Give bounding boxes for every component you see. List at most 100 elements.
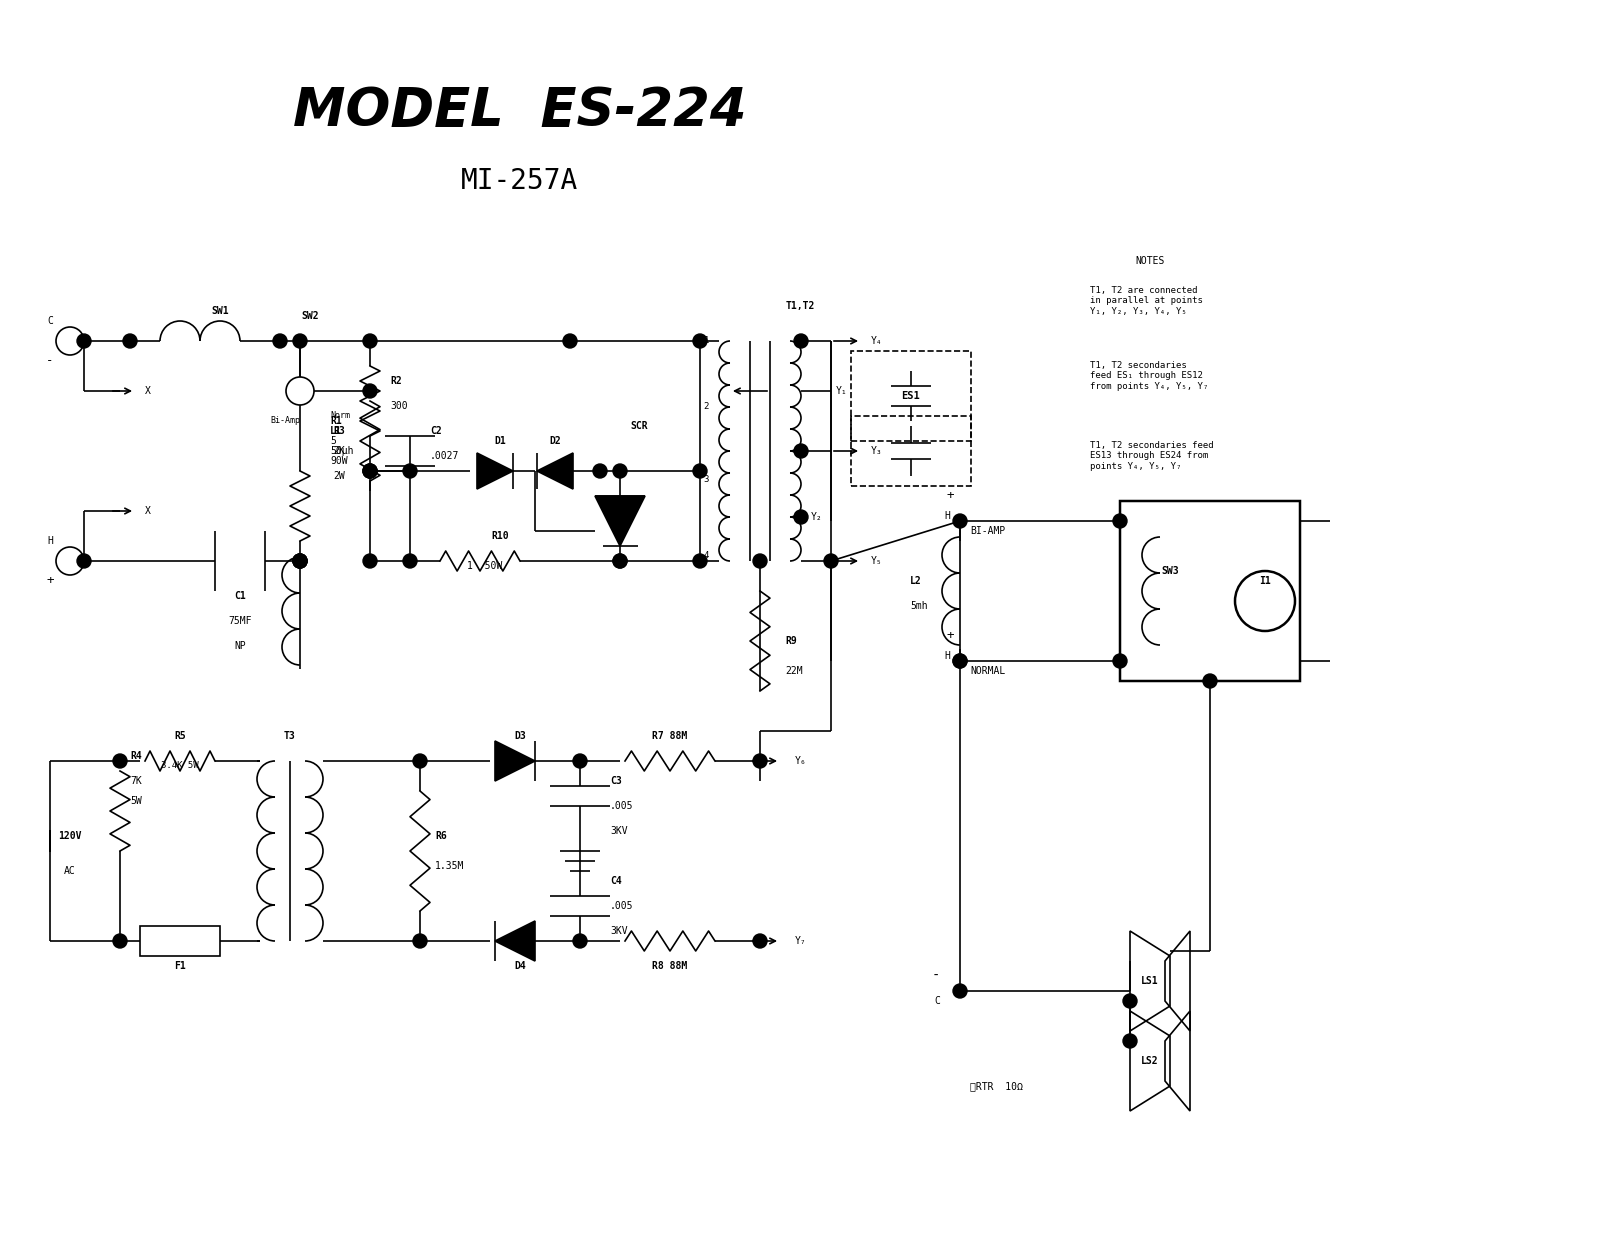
Circle shape — [1123, 994, 1138, 1008]
Text: Y₇: Y₇ — [795, 936, 806, 946]
Circle shape — [286, 377, 314, 405]
Text: 2K: 2K — [333, 446, 346, 455]
Text: Y₃: Y₃ — [870, 446, 883, 455]
Text: Bi-Amp: Bi-Amp — [270, 417, 301, 426]
Circle shape — [594, 464, 606, 478]
Bar — [141, 926, 221, 956]
Text: R2: R2 — [390, 376, 402, 386]
Circle shape — [1114, 654, 1126, 668]
Text: 3KV: 3KV — [610, 827, 627, 836]
Text: L1: L1 — [330, 426, 342, 436]
Text: 75MF: 75MF — [229, 616, 251, 625]
Text: MODEL  ES-224: MODEL ES-224 — [293, 84, 747, 137]
Text: SW1: SW1 — [211, 307, 229, 316]
Circle shape — [794, 510, 808, 524]
Text: R4: R4 — [130, 751, 142, 761]
Circle shape — [293, 553, 307, 568]
Circle shape — [77, 334, 91, 347]
Bar — [1120, 501, 1299, 681]
Text: ③RTR  10Ω: ③RTR 10Ω — [970, 1081, 1022, 1091]
Text: C2: C2 — [430, 426, 442, 436]
Circle shape — [413, 934, 427, 948]
Bar — [851, 416, 971, 486]
Text: 1  50W: 1 50W — [467, 561, 502, 571]
Text: SCR: SCR — [630, 421, 648, 431]
Circle shape — [403, 464, 418, 478]
Text: BI-AMP: BI-AMP — [970, 526, 1005, 536]
Text: 2W: 2W — [333, 472, 346, 482]
Circle shape — [754, 553, 766, 568]
Circle shape — [363, 334, 378, 347]
Text: D2: D2 — [549, 436, 562, 446]
Text: D4: D4 — [514, 961, 526, 970]
Text: C1: C1 — [234, 591, 246, 601]
Circle shape — [363, 464, 378, 478]
Text: T1, T2 are connected
in parallel at points
Y₁, Y₂, Y₃, Y₄, Y₅: T1, T2 are connected in parallel at poin… — [1090, 285, 1203, 315]
Text: R7 88M: R7 88M — [653, 731, 688, 741]
Text: .005: .005 — [610, 800, 634, 812]
Polygon shape — [477, 453, 514, 489]
Text: I1: I1 — [1259, 576, 1270, 586]
Text: NP: NP — [234, 642, 246, 652]
Text: Y₅: Y₅ — [870, 556, 883, 566]
Circle shape — [363, 553, 378, 568]
Circle shape — [293, 553, 307, 568]
Text: D3: D3 — [514, 731, 526, 741]
Text: MI-257A: MI-257A — [461, 168, 579, 195]
Text: 22M: 22M — [786, 666, 803, 676]
Circle shape — [693, 464, 707, 478]
Circle shape — [123, 334, 138, 347]
Circle shape — [413, 755, 427, 768]
Circle shape — [403, 553, 418, 568]
Circle shape — [954, 654, 966, 668]
Text: 1: 1 — [704, 336, 709, 345]
Text: ES1: ES1 — [902, 391, 920, 401]
Polygon shape — [595, 496, 645, 546]
Circle shape — [293, 334, 307, 347]
Circle shape — [363, 464, 378, 478]
Circle shape — [77, 553, 91, 568]
Circle shape — [754, 934, 766, 948]
Text: +: + — [946, 629, 954, 643]
Circle shape — [114, 755, 126, 768]
Text: H: H — [46, 536, 53, 546]
Text: 90W: 90W — [330, 455, 347, 467]
Text: 3KV: 3KV — [610, 926, 627, 936]
Circle shape — [794, 334, 808, 347]
Text: AC: AC — [64, 866, 75, 876]
Text: X: X — [146, 386, 150, 396]
Text: R8 88M: R8 88M — [653, 961, 688, 970]
Circle shape — [563, 334, 578, 347]
Text: 300: 300 — [390, 401, 408, 411]
Text: .0027: .0027 — [430, 450, 459, 460]
Text: H: H — [944, 511, 950, 521]
Bar — [851, 351, 971, 441]
Circle shape — [954, 984, 966, 998]
Text: NOTES: NOTES — [1136, 256, 1165, 266]
Text: 3: 3 — [704, 475, 709, 484]
Text: NORMAL: NORMAL — [970, 666, 1005, 676]
Text: T3: T3 — [285, 731, 296, 741]
Text: 4: 4 — [704, 551, 709, 561]
Text: 3.4K 5W: 3.4K 5W — [162, 762, 198, 771]
Circle shape — [293, 553, 307, 568]
Text: Y₆: Y₆ — [795, 756, 806, 766]
Circle shape — [363, 383, 378, 398]
Text: 120V: 120V — [58, 831, 82, 841]
Circle shape — [754, 755, 766, 768]
Circle shape — [613, 553, 627, 568]
Text: 1.35M: 1.35M — [435, 861, 464, 871]
Polygon shape — [538, 453, 573, 489]
Circle shape — [573, 934, 587, 948]
Text: R1: R1 — [330, 416, 342, 426]
Text: -: - — [46, 355, 54, 367]
Circle shape — [1203, 674, 1218, 688]
Circle shape — [693, 334, 707, 347]
Text: Norm: Norm — [330, 412, 350, 421]
Circle shape — [573, 755, 587, 768]
Circle shape — [1123, 1034, 1138, 1047]
Circle shape — [824, 553, 838, 568]
Text: -: - — [931, 969, 941, 983]
Text: D1: D1 — [494, 436, 506, 446]
Circle shape — [114, 934, 126, 948]
